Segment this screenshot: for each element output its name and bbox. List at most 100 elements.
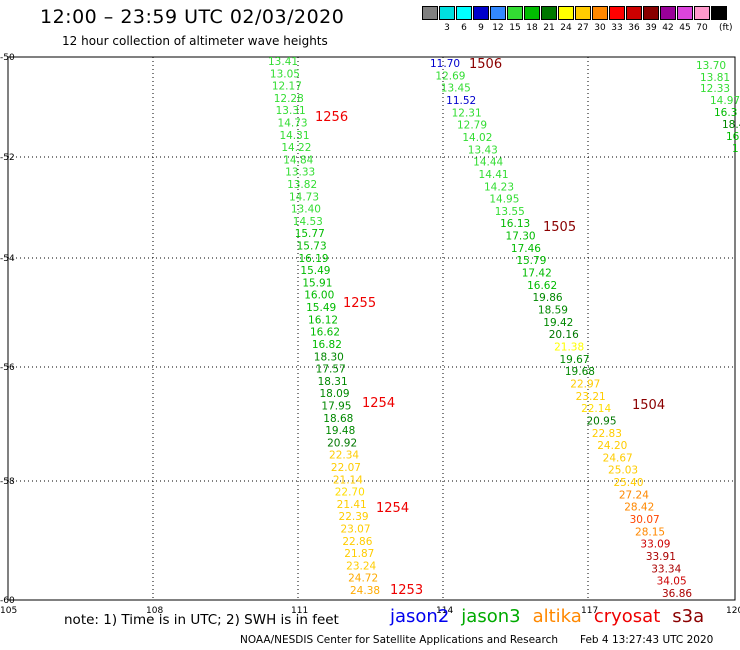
wave-height-value: 13.45 bbox=[441, 83, 471, 95]
wave-height-value: 15.49 bbox=[306, 302, 336, 314]
credit-line: NOAA/NESDIS Center for Satellite Applica… bbox=[240, 634, 558, 646]
legend-label: 21 bbox=[543, 23, 555, 33]
wave-height-value: 21.38 bbox=[554, 341, 584, 353]
legend-label: 3 bbox=[444, 23, 450, 33]
lat-tick-label: -52 bbox=[0, 153, 15, 163]
legend-label: 15 bbox=[509, 23, 521, 33]
wave-height-value: 22.39 bbox=[339, 511, 369, 523]
map-frame bbox=[7, 56, 736, 601]
legend-swatch bbox=[456, 6, 472, 20]
pass-time-label: 1505 bbox=[543, 220, 576, 235]
legend-swatch bbox=[643, 6, 659, 20]
wave-height-value: 14.23 bbox=[484, 181, 514, 193]
legend-label: 30 bbox=[594, 23, 606, 33]
wave-height-value: 14.31 bbox=[279, 130, 309, 142]
wave-height-value: 14.44 bbox=[473, 157, 503, 169]
legend-label: 42 bbox=[662, 23, 674, 33]
wave-height-value: 12.79 bbox=[457, 120, 487, 132]
wave-height-value: 22.83 bbox=[592, 428, 622, 440]
lon-tick-label: 108 bbox=[146, 606, 163, 616]
wave-height-value: 27.24 bbox=[619, 489, 649, 501]
wave-height-value: 33.91 bbox=[646, 551, 676, 563]
legend-swatch bbox=[541, 6, 557, 20]
satellite-label-cryosat: cryosat bbox=[593, 606, 661, 627]
wave-height-value: 22.97 bbox=[570, 378, 600, 390]
wave-height-value: 13.41 bbox=[268, 56, 298, 68]
wave-height-value: 24.67 bbox=[603, 452, 633, 464]
wave-height-value: 16 bbox=[726, 131, 740, 143]
satellite-label-altika: altika bbox=[532, 606, 582, 627]
wave-height-value: 16.19 bbox=[299, 253, 329, 265]
wave-height-value: 21.14 bbox=[333, 474, 363, 486]
wave-height-value: 13.31 bbox=[276, 105, 306, 117]
wave-height-value: 14.95 bbox=[489, 194, 519, 206]
wave-height-value: 14.22 bbox=[281, 142, 311, 154]
wave-height-value: 24.20 bbox=[597, 440, 627, 452]
pass-time-label: 1253 bbox=[390, 583, 423, 598]
wave-height-value: 23.24 bbox=[346, 560, 376, 572]
wave-height-value: 18.59 bbox=[538, 305, 568, 317]
wave-height-value: 15.49 bbox=[300, 265, 330, 277]
wave-height-value: 12.17 bbox=[272, 81, 302, 93]
wave-height-value: 16.3 bbox=[714, 107, 737, 119]
wave-height-value: 13.81 bbox=[700, 72, 730, 84]
wave-height-value: 24.38 bbox=[350, 585, 380, 597]
legend-swatch bbox=[490, 6, 506, 20]
wave-height-value: 18.4 bbox=[722, 119, 740, 131]
satellite-label-jason3: jason3 bbox=[461, 606, 521, 627]
lat-tick-label: -60 bbox=[0, 596, 15, 606]
satellite-label-s3a: s3a bbox=[672, 606, 705, 627]
wave-height-value: 16.00 bbox=[304, 290, 334, 302]
legend-swatch bbox=[575, 6, 591, 20]
wave-height-value: 15.77 bbox=[295, 228, 325, 240]
wave-height-value: 30.07 bbox=[630, 514, 660, 526]
wave-height-value: 13.05 bbox=[270, 68, 300, 80]
wave-height-value: 13.70 bbox=[696, 60, 726, 72]
wave-height-value: 14.84 bbox=[283, 154, 313, 166]
wave-height-value: 28.15 bbox=[635, 526, 665, 538]
wave-height-value: 13.55 bbox=[495, 206, 525, 218]
wave-height-value: 28.42 bbox=[624, 502, 654, 514]
wave-height-value: 14.73 bbox=[278, 118, 308, 130]
legend-label: 45 bbox=[679, 23, 691, 33]
wave-height-value: 19.42 bbox=[543, 317, 573, 329]
lat-tick-label: -50 bbox=[0, 53, 15, 63]
wave-height-value: 19.48 bbox=[325, 425, 355, 437]
wave-height-value: 18.30 bbox=[314, 351, 344, 363]
legend-swatch bbox=[439, 6, 455, 20]
wave-height-value: 12.31 bbox=[452, 107, 482, 119]
legend-label: 39 bbox=[645, 23, 657, 33]
wave-height-value: 20.95 bbox=[586, 415, 616, 427]
legend-label: 27 bbox=[577, 23, 589, 33]
satellite-label-jason2: jason2 bbox=[390, 606, 450, 627]
lon-tick-label: 117 bbox=[581, 606, 598, 616]
wave-height-value: 18.09 bbox=[319, 388, 349, 400]
wave-height-value: 13.82 bbox=[287, 179, 317, 191]
lon-tick-label: 114 bbox=[436, 606, 453, 616]
lat-tick-label: -58 bbox=[0, 477, 15, 487]
pass-time-label: 1255 bbox=[343, 296, 376, 311]
legend-label: 70 bbox=[696, 23, 708, 33]
lat-tick-label: -54 bbox=[0, 254, 15, 264]
legend-label: 33 bbox=[611, 23, 623, 33]
wave-height-value: 14.97 bbox=[710, 95, 740, 107]
wave-height-value: 15.73 bbox=[297, 241, 327, 253]
wave-height-value: 22.86 bbox=[342, 536, 372, 548]
wave-height-value: 11.70 bbox=[430, 58, 460, 70]
legend-units: (ft) bbox=[719, 23, 733, 33]
lon-tick-label: 120 bbox=[726, 606, 740, 616]
wave-height-value: 22.07 bbox=[331, 462, 361, 474]
wave-height-value: 20.92 bbox=[327, 437, 357, 449]
wave-height-value: 16.12 bbox=[308, 314, 338, 326]
lat-tick-label: -56 bbox=[0, 363, 15, 373]
wave-height-value: 16.13 bbox=[500, 218, 530, 230]
pass-time-label: 1506 bbox=[469, 57, 502, 72]
legend-swatch bbox=[677, 6, 693, 20]
page-title: 12:00 – 23:59 UTC 02/03/2020 bbox=[40, 6, 345, 28]
legend-label: 24 bbox=[560, 23, 572, 33]
footer-note: note: 1) Time is in UTC; 2) SWH is in fe… bbox=[64, 612, 339, 628]
wave-height-value: 19.68 bbox=[565, 366, 595, 378]
legend-swatch bbox=[609, 6, 625, 20]
legend-swatch bbox=[694, 6, 710, 20]
